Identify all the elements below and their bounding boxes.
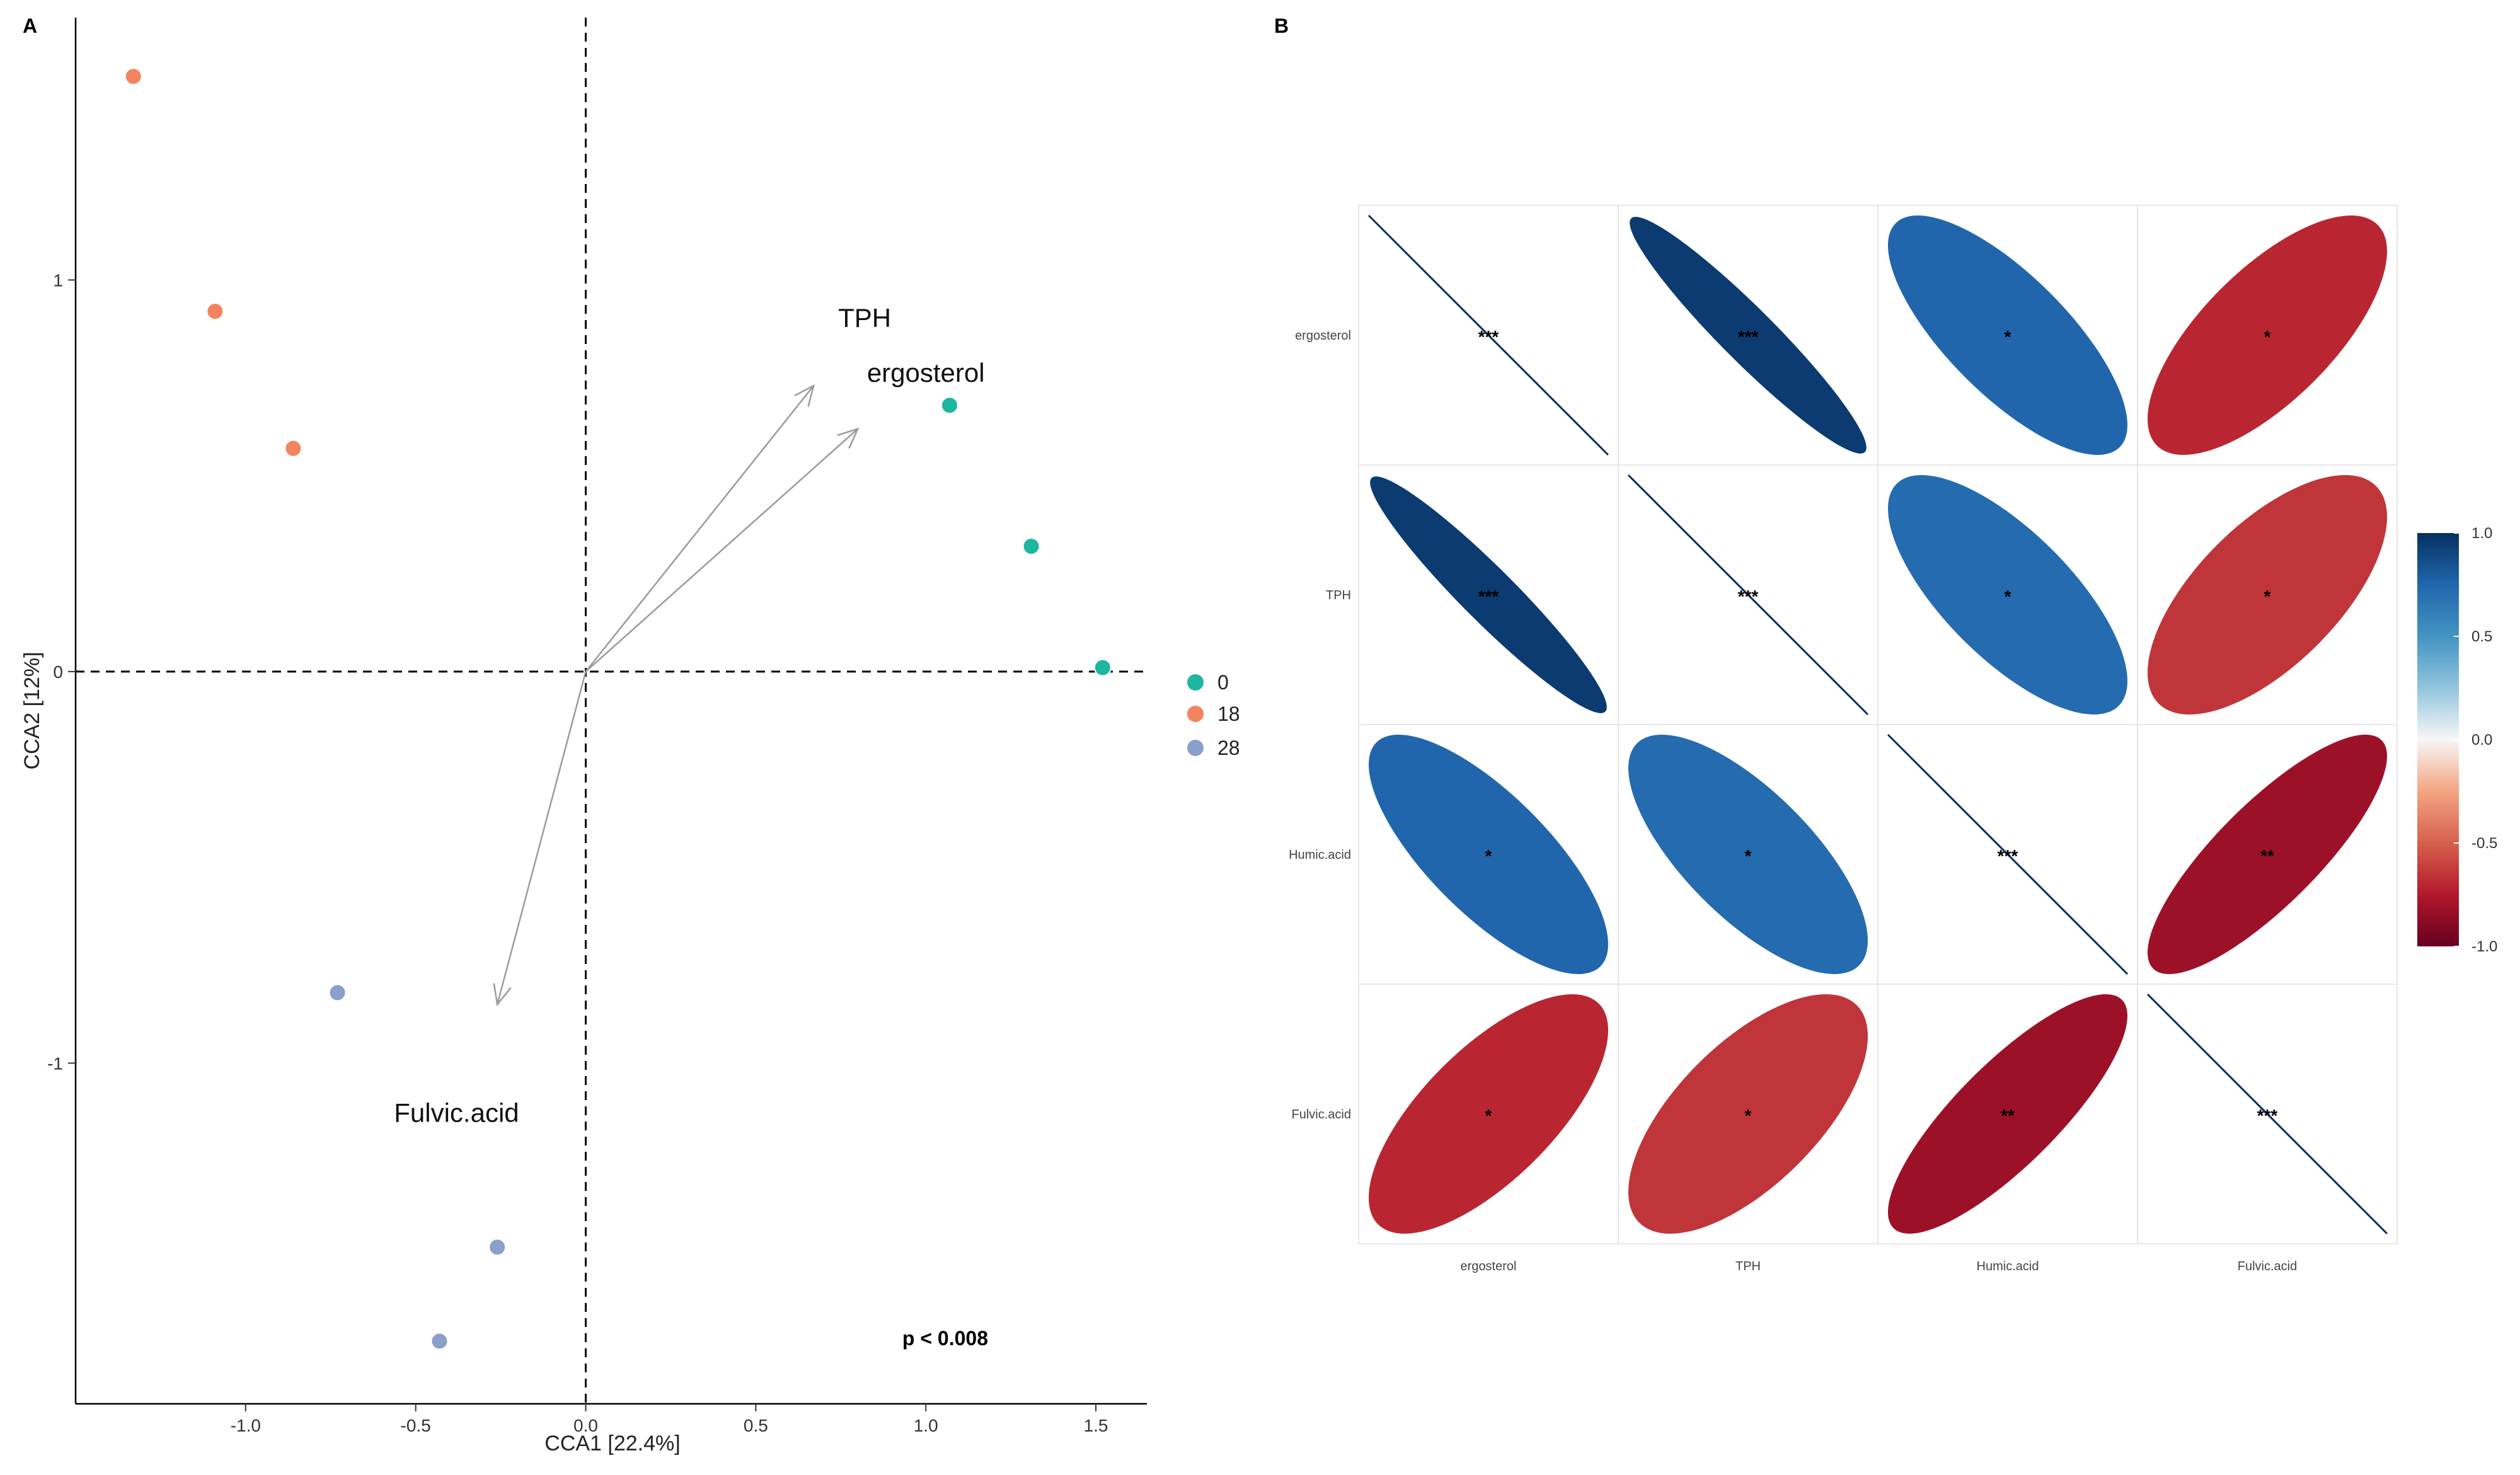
row-label: Fulvic.acid <box>1292 1108 1351 1122</box>
y-axis-title: CCA2 [12%] <box>20 651 44 769</box>
vector-label-fulvic-acid: Fulvic.acid <box>394 1098 519 1128</box>
vector-arrowhead-tph <box>794 384 815 407</box>
point-group-0 <box>1093 658 1112 677</box>
point-group-28 <box>430 1332 449 1350</box>
row-label: ergosterol <box>1295 329 1351 343</box>
x-ticks: -1.0 -0.5 0.0 0.5 1.0 1.5 <box>231 1404 1108 1435</box>
significance-stars: * <box>1745 846 1752 866</box>
significance-stars: ** <box>2260 846 2274 866</box>
cell-humic-acid-humic-acid <box>1887 733 2129 975</box>
p-value-annotation: p < 0.008 <box>902 1327 988 1350</box>
cell-tph-ergosterol <box>1370 476 1607 713</box>
cell-fulvic-acid-fulvic-acid <box>2146 993 2388 1235</box>
significance-stars: *** <box>1478 327 1499 347</box>
x-axis-title: CCA1 [22.4%] <box>544 1432 680 1455</box>
sample-points <box>124 67 1112 1350</box>
vector-fulvic-acid <box>496 671 587 1005</box>
significance-stars: *** <box>1738 587 1759 606</box>
cell-fulvic-acid-humic-acid <box>1888 994 2127 1234</box>
cell-humic-acid-tph <box>1628 735 1868 974</box>
significance-stars: *** <box>1738 327 1759 347</box>
x-tick-label: 0.0 <box>573 1416 598 1435</box>
colorbar-tick-label: -0.5 <box>2471 835 2497 852</box>
y-tick-label: 1 <box>53 270 63 290</box>
legend-swatch-28 <box>1187 740 1204 756</box>
colorbar-tick-label: 0.5 <box>2471 628 2492 645</box>
matrix-cells: *** *** * **** *** * ** * *** *** * ** *** <box>1367 214 2388 1235</box>
point-group-28 <box>488 1238 507 1256</box>
x-tick-label: 1.5 <box>1084 1416 1108 1435</box>
point-group-18 <box>284 439 302 457</box>
column-labels: ergosterol TPH Humic.acid Fulvic.acid <box>1461 1260 2298 1273</box>
significance-stars: * <box>2264 587 2271 606</box>
x-tick-label: 0.5 <box>744 1416 768 1435</box>
vector-ergosterol <box>585 428 859 672</box>
cell-tph-fulvic-acid <box>2148 475 2387 715</box>
column-label: Humic.acid <box>1977 1260 2039 1273</box>
cell-humic-acid-ergosterol <box>1369 735 1608 974</box>
cell-humic-acid-fulvic-acid <box>2148 735 2387 974</box>
point-group-28 <box>328 984 347 1002</box>
point-group-0 <box>1022 537 1040 555</box>
significance-stars: * <box>2005 327 2011 347</box>
column-label: ergosterol <box>1461 1260 1517 1273</box>
y-tick-label: -1 <box>47 1053 63 1073</box>
cell-fulvic-acid-ergosterol <box>1369 994 1608 1234</box>
significance-stars: * <box>1485 1106 1492 1125</box>
environmental-vectors: TPH ergosterol Fulvic.acid <box>394 303 984 1128</box>
significance-stars: * <box>2005 587 2011 606</box>
significance-stars: * <box>1485 846 1492 866</box>
cca-biplot: -1.0 -0.5 0.0 0.5 1.0 1.5 1 0 -1 TPH ergosterol F… <box>20 18 1240 1455</box>
vector-label-ergosterol: ergosterol <box>867 358 985 387</box>
point-group-18 <box>124 67 142 86</box>
cell-fulvic-acid-tph <box>1628 994 1868 1234</box>
colorbar-tick-label: 0.0 <box>2471 732 2492 749</box>
cell-ergosterol-humic-acid <box>1888 215 2127 455</box>
x-tick-label: 1.0 <box>914 1416 938 1435</box>
vector-arrowhead-ergosterol <box>837 427 860 449</box>
vector-tph <box>585 385 815 672</box>
significance-stars: *** <box>1998 846 2018 866</box>
legend-label-28: 28 <box>1217 737 1240 759</box>
row-label: Humic.acid <box>1289 848 1351 862</box>
vector-label-tph: TPH <box>838 303 891 333</box>
row-label: TPH <box>1326 588 1351 602</box>
colorbar <box>2417 533 2459 946</box>
significance-stars: *** <box>2257 1106 2278 1125</box>
x-tick-label: -1.0 <box>231 1416 261 1435</box>
significance-stars: ** <box>2001 1106 2015 1125</box>
column-label: Fulvic.acid <box>2238 1260 2297 1273</box>
column-label: TPH <box>1735 1260 1761 1273</box>
point-group-18 <box>206 302 224 321</box>
correlation-matrix: *** *** * **** *** * ** * *** *** * ** *** ergostero… <box>1289 205 2497 1273</box>
cell-ergosterol-fulvic-acid <box>2148 215 2387 455</box>
point-group-0 <box>940 396 958 415</box>
legend-label-0: 0 <box>1217 671 1229 694</box>
significance-stars: * <box>2264 327 2271 347</box>
x-tick-label: -0.5 <box>401 1416 431 1435</box>
y-tick-label: 0 <box>53 662 63 682</box>
colorbar-tick-label: -1.0 <box>2471 938 2497 955</box>
vector-arrowhead-fulvic-acid <box>493 983 512 1007</box>
row-labels: ergosterol TPH Humic.acid Fulvic.acid <box>1289 329 1351 1122</box>
cell-tph-humic-acid <box>1888 475 2127 715</box>
legend-swatch-0 <box>1187 674 1204 691</box>
y-ticks: 1 0 -1 <box>47 270 76 1073</box>
panel-label-b: B <box>1274 14 1289 37</box>
legend: 0 18 28 <box>1187 671 1240 759</box>
legend-label-18: 18 <box>1217 703 1240 725</box>
legend-swatch-18 <box>1187 706 1204 722</box>
cell-ergosterol-tph <box>1630 217 1867 454</box>
matrix-grid <box>1359 205 2397 1244</box>
colorbar-ticks: 1.0 0.5 0.0 -0.5 -1.0 <box>2454 525 2497 955</box>
panel-label-a: A <box>23 14 37 37</box>
cell-tph-tph <box>1627 474 1869 716</box>
significance-stars: *** <box>1478 587 1499 606</box>
cell-ergosterol-ergosterol <box>1367 214 1609 456</box>
significance-stars: * <box>1745 1106 1752 1125</box>
colorbar-tick-label: 1.0 <box>2471 525 2492 542</box>
